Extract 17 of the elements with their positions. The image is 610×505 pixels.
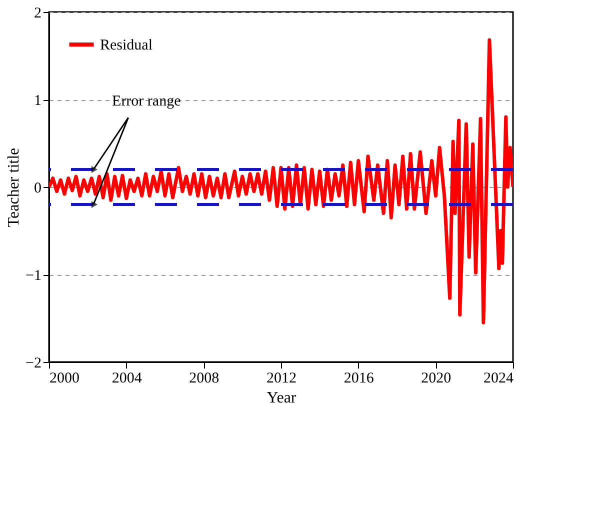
x-axis-title: Year	[266, 390, 297, 406]
x-tick-label: 2012	[266, 370, 296, 386]
x-tick-label: 2000	[50, 370, 80, 386]
x-tick-label: 2024	[484, 370, 514, 386]
line-series	[49, 38, 513, 324]
legend-label: Residual	[100, 38, 152, 54]
x-tick-label: 2008	[189, 370, 220, 386]
x-tick-label: 2020	[421, 370, 452, 386]
y-tick-label: 2	[34, 6, 42, 22]
y-axis-title: Teacher title	[6, 148, 23, 228]
y-tick-label: −2	[26, 356, 42, 372]
y-tick-label: 1	[34, 93, 42, 109]
x-tick-label: 2016	[344, 370, 374, 386]
y-tick-label: 0	[34, 180, 42, 196]
y-tick-label: −1	[26, 268, 42, 284]
x-tick-label: 2004	[112, 370, 142, 386]
annotation: Error range	[112, 93, 182, 110]
